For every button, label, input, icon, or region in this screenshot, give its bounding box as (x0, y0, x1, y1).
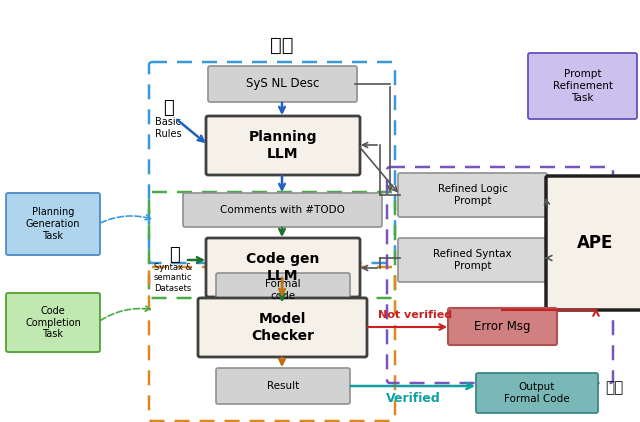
FancyBboxPatch shape (448, 308, 557, 345)
Text: Output
Formal Code: Output Formal Code (504, 382, 570, 404)
Text: APE: APE (577, 234, 614, 252)
Text: Refined Syntax
Prompt: Refined Syntax Prompt (433, 249, 512, 271)
Text: Not verified: Not verified (378, 310, 452, 320)
Text: ⬛: ⬛ (282, 34, 283, 35)
FancyBboxPatch shape (183, 193, 382, 227)
Text: 👤👤: 👤👤 (605, 381, 623, 395)
Text: Syntax &
semantic
Datasets: Syntax & semantic Datasets (154, 263, 192, 293)
FancyBboxPatch shape (206, 238, 360, 297)
FancyBboxPatch shape (208, 66, 357, 102)
Text: SyS NL Desc: SyS NL Desc (246, 78, 319, 90)
FancyBboxPatch shape (206, 116, 360, 175)
FancyBboxPatch shape (6, 293, 100, 352)
Text: Result: Result (267, 381, 299, 391)
FancyBboxPatch shape (476, 373, 598, 413)
Text: Code
Completion
Task: Code Completion Task (25, 306, 81, 339)
FancyBboxPatch shape (216, 368, 350, 404)
Text: Basic
Rules: Basic Rules (155, 117, 181, 139)
Text: Planning
LLM: Planning LLM (249, 130, 317, 161)
FancyBboxPatch shape (398, 238, 547, 282)
Text: Comments with #TODO: Comments with #TODO (220, 205, 345, 215)
FancyBboxPatch shape (528, 53, 637, 119)
Text: Formal
code: Formal code (265, 279, 301, 301)
Text: Refined Logic
Prompt: Refined Logic Prompt (438, 184, 508, 206)
FancyBboxPatch shape (546, 176, 640, 310)
FancyBboxPatch shape (398, 173, 547, 217)
Text: 👤👤: 👤👤 (270, 35, 294, 54)
FancyBboxPatch shape (198, 298, 367, 357)
Text: Prompt
Refinement
Task: Prompt Refinement Task (552, 69, 612, 103)
Text: Planning
Generation
Task: Planning Generation Task (26, 207, 80, 241)
Text: 🗄: 🗄 (170, 246, 180, 264)
Text: 📋: 📋 (163, 99, 173, 117)
Text: Model
Checker: Model Checker (251, 312, 314, 343)
Text: Code gen
LLM: Code gen LLM (246, 252, 320, 283)
Text: Error Msg: Error Msg (474, 320, 531, 333)
FancyBboxPatch shape (216, 273, 350, 307)
FancyBboxPatch shape (6, 193, 100, 255)
Text: Verified: Verified (386, 392, 440, 405)
